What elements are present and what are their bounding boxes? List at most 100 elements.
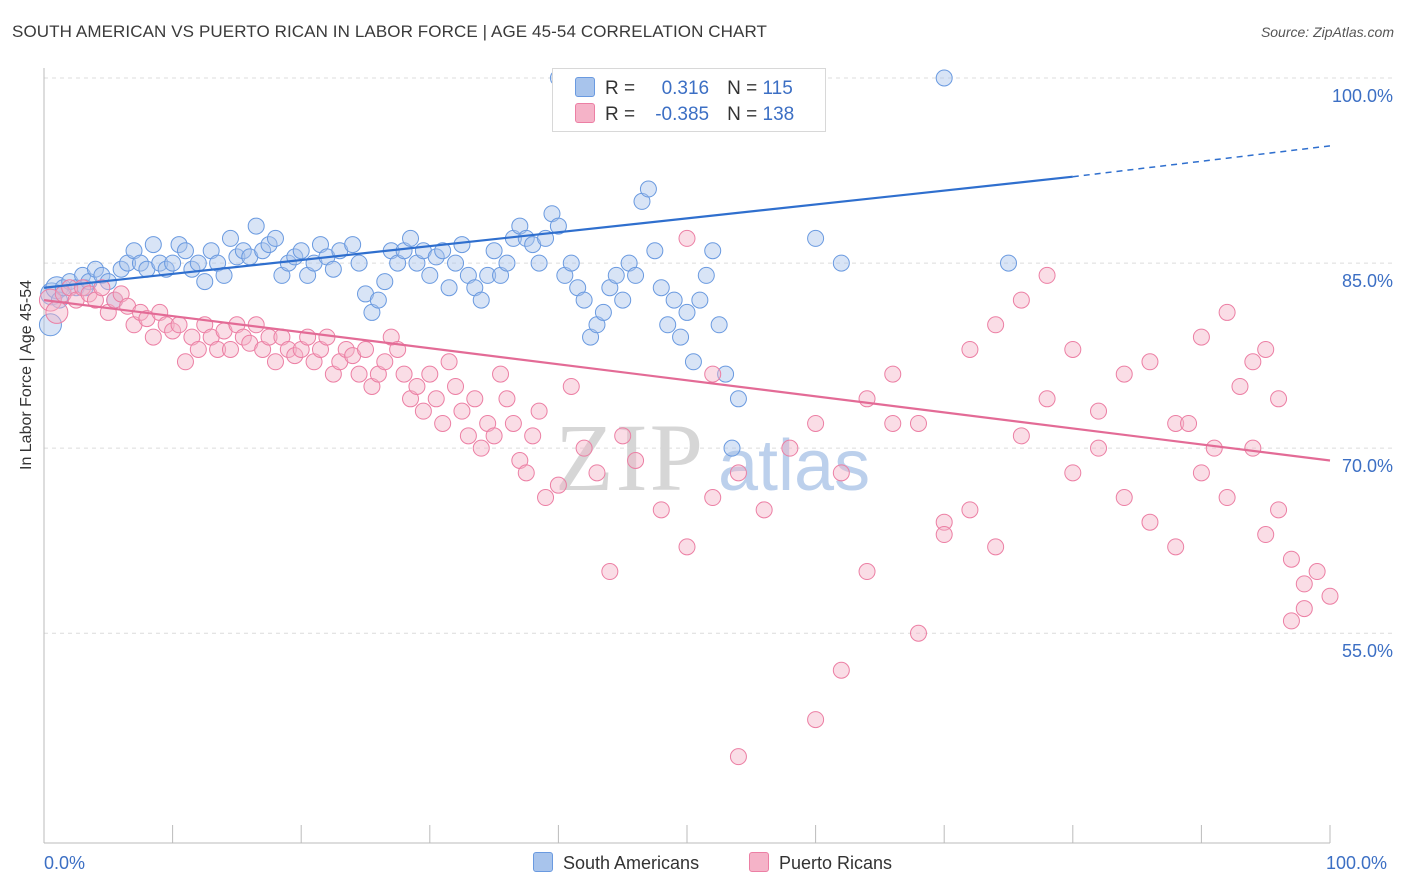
data-point <box>678 229 696 247</box>
data-point <box>1167 538 1185 556</box>
y-axis-label: In Labor Force | Age 45-54 <box>18 279 35 470</box>
data-point <box>1038 266 1056 284</box>
data-point <box>504 414 522 432</box>
data-point <box>260 236 278 254</box>
trend-line <box>43 299 1331 462</box>
data-point <box>234 242 252 260</box>
data-point <box>704 365 722 383</box>
data-point <box>86 260 104 278</box>
data-point <box>1244 353 1262 371</box>
data-point <box>614 427 632 445</box>
y-tick-label: 85.0% <box>1341 271 1393 292</box>
data-point <box>164 254 182 272</box>
data-point <box>704 489 722 507</box>
data-point <box>434 414 452 432</box>
data-point <box>170 316 188 334</box>
legend-row-south-americans: R = 0.316 N = 115 <box>575 77 793 101</box>
data-point <box>414 402 432 420</box>
data-point <box>1180 414 1198 432</box>
data-point <box>247 217 265 235</box>
data-point <box>131 254 149 272</box>
legend-r-value: 0.316 <box>661 78 710 99</box>
legend-swatch-south-americans <box>575 77 595 97</box>
data-point <box>376 273 394 291</box>
data-point <box>376 353 394 371</box>
data-point <box>189 340 207 358</box>
bottom-legend-label: Puerto Ricans <box>779 853 893 873</box>
data-point <box>421 266 439 284</box>
data-point <box>1308 563 1326 581</box>
data-point <box>549 217 567 235</box>
axes <box>43 68 1331 844</box>
watermark-zip: ZIP <box>555 404 705 511</box>
data-point <box>884 365 902 383</box>
data-point <box>807 229 825 247</box>
data-point <box>157 316 175 334</box>
data-point <box>1244 439 1262 457</box>
data-point <box>324 260 342 278</box>
x-tick-label-min: 0.0% <box>44 853 86 873</box>
data-point <box>530 402 548 420</box>
data-point <box>402 229 420 247</box>
data-point <box>459 427 477 445</box>
data-point <box>1038 390 1056 408</box>
data-point <box>144 236 162 254</box>
data-point <box>1321 587 1339 605</box>
data-point <box>1192 464 1210 482</box>
data-point <box>228 248 246 266</box>
data-point <box>652 279 670 297</box>
data-point <box>935 513 953 531</box>
data-point <box>562 377 580 395</box>
data-point <box>594 303 612 321</box>
legend-r-label: R = <box>605 104 636 125</box>
data-point <box>884 414 902 432</box>
data-point <box>472 439 490 457</box>
data-point <box>562 254 580 272</box>
data-point <box>440 353 458 371</box>
data-point <box>935 69 953 87</box>
data-point <box>93 279 111 297</box>
data-point <box>697 266 715 284</box>
data-point <box>492 365 510 383</box>
data-point <box>151 254 169 272</box>
data-point <box>266 353 284 371</box>
data-point <box>723 439 741 457</box>
data-point <box>292 242 310 260</box>
data-point <box>729 748 747 766</box>
data-point <box>1257 340 1275 358</box>
data-point <box>112 260 130 278</box>
data-point <box>369 291 387 309</box>
correlation-legend: R = 0.316 N = 115 R = -0.385 N = 138 <box>552 68 826 132</box>
data-point <box>144 328 162 346</box>
data-point <box>453 402 471 420</box>
data-point <box>1257 526 1275 544</box>
data-point <box>427 248 445 266</box>
y-tick-label: 100.0% <box>1331 86 1393 106</box>
bottom-legend-puerto-ricans: Puerto Ricans <box>749 852 892 874</box>
data-point <box>434 242 452 260</box>
data-point <box>781 439 799 457</box>
data-point <box>575 291 593 309</box>
data-point <box>524 427 542 445</box>
data-point <box>704 242 722 260</box>
data-point <box>440 279 458 297</box>
data-point <box>530 254 548 272</box>
legend-r-label: R = <box>605 78 636 99</box>
data-point <box>209 340 227 358</box>
data-point <box>447 254 465 272</box>
trend-line-extension <box>1072 145 1331 178</box>
data-point <box>678 538 696 556</box>
data-point <box>672 328 690 346</box>
data-point <box>537 489 555 507</box>
data-point <box>1090 402 1108 420</box>
data-point <box>234 328 252 346</box>
legend-row-puerto-ricans: R = -0.385 N = 138 <box>575 103 794 127</box>
data-point <box>909 414 927 432</box>
data-point <box>1192 328 1210 346</box>
data-point <box>652 501 670 519</box>
data-point <box>498 254 516 272</box>
data-point <box>266 229 284 247</box>
series-puerto-ricans <box>38 69 1339 766</box>
data-point <box>254 242 272 260</box>
trend-line <box>43 175 1073 289</box>
